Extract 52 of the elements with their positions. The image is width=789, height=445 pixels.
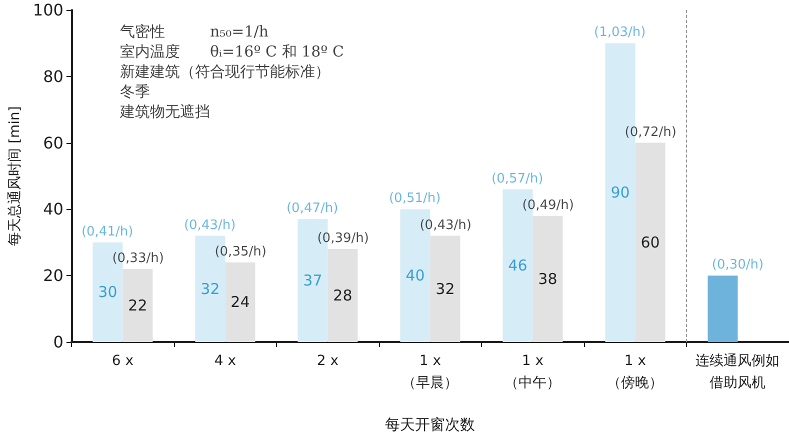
data-label: 60 (640, 233, 660, 252)
x-tick-label: 2 x (316, 353, 339, 369)
bar (635, 142, 666, 342)
annotation: (0,30/h) (712, 258, 764, 273)
annotation: (0,35/h) (214, 244, 266, 260)
x-tick-label: 1 x （中午） (504, 353, 561, 391)
data-label: 37 (303, 272, 322, 290)
bar (328, 249, 358, 342)
x-tick-label: 6 x (112, 353, 134, 369)
annotation: (0,57/h) (491, 171, 544, 186)
data-label: 30 (98, 283, 118, 302)
annotation: (0,39/h) (317, 231, 369, 246)
bar (532, 216, 563, 342)
annotation: 建筑物无遮挡 (119, 102, 210, 120)
annotation: (0,51/h) (388, 191, 441, 206)
annotation: (0,41/h) (81, 224, 134, 240)
annotation: 冬季 (120, 82, 150, 100)
y-tick-label: 20 (43, 266, 64, 286)
y-tick-label: 0 (53, 332, 64, 352)
bar (225, 262, 256, 342)
y-tick-label: 80 (43, 66, 64, 86)
annotation: 新建建筑（符合现行节能标准） (120, 62, 330, 80)
data-label: 32 (200, 280, 220, 298)
data-label: 46 (508, 256, 528, 275)
annotation: (0,33/h) (112, 250, 164, 266)
x-tick-label: 连续通风例如借助风机 (696, 353, 780, 391)
annotation: 气密性 n₅₀=1/h (120, 22, 269, 40)
x-tick-label: 4 x (214, 353, 236, 369)
annotation: (0,47/h) (286, 201, 338, 216)
data-label: 22 (128, 296, 148, 314)
data-label: 28 (333, 286, 352, 305)
y-tick-label: 40 (43, 200, 64, 219)
data-label: 24 (230, 293, 250, 312)
x-axis-title: 每天开窗次数 (385, 416, 476, 434)
bar (708, 276, 738, 342)
x-tick-label: 1 x （傍晚） (607, 353, 664, 391)
x-tick-label: 1 x （早晨） (402, 353, 458, 391)
y-tick-label: 100 (32, 0, 64, 20)
bar (122, 268, 153, 342)
annotation: (0,72/h) (624, 124, 676, 140)
annotation: (0,43/h) (420, 218, 472, 233)
y-axis-title: 每天总通风时间 [min] (7, 106, 23, 246)
data-label: 40 (406, 266, 425, 285)
annotation: 室内温度 θᵢ=16º C 和 18º C (120, 42, 344, 60)
annotation: (1,03/h) (594, 25, 646, 40)
annotation: (0,49/h) (522, 198, 574, 213)
data-label: 90 (610, 184, 630, 202)
data-label: 38 (538, 270, 558, 288)
data-label: 32 (436, 280, 455, 298)
annotation: (0,43/h) (184, 218, 236, 233)
y-tick-label: 60 (43, 133, 64, 152)
bar (430, 236, 460, 342)
